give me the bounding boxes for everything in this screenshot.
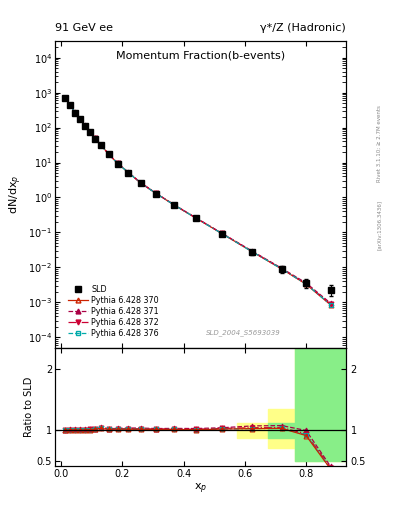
Text: Rivet 3.1.10; ≥ 2.7M events: Rivet 3.1.10; ≥ 2.7M events [377,105,382,182]
Text: SLD_2004_S5693039: SLD_2004_S5693039 [206,329,281,335]
Y-axis label: Ratio to SLD: Ratio to SLD [24,377,34,437]
Legend: SLD, Pythia 6.428 370, Pythia 6.428 371, Pythia 6.428 372, Pythia 6.428 376: SLD, Pythia 6.428 370, Pythia 6.428 371,… [68,285,159,338]
Text: γ*/Z (Hadronic): γ*/Z (Hadronic) [260,23,346,33]
Text: [arXiv:1306.3436]: [arXiv:1306.3436] [377,200,382,250]
X-axis label: x$_p$: x$_p$ [194,481,207,496]
Text: 91 GeV ee: 91 GeV ee [55,23,113,33]
Y-axis label: dN/dx$_p$: dN/dx$_p$ [7,175,24,214]
Text: Momentum Fraction(b-events): Momentum Fraction(b-events) [116,50,285,60]
